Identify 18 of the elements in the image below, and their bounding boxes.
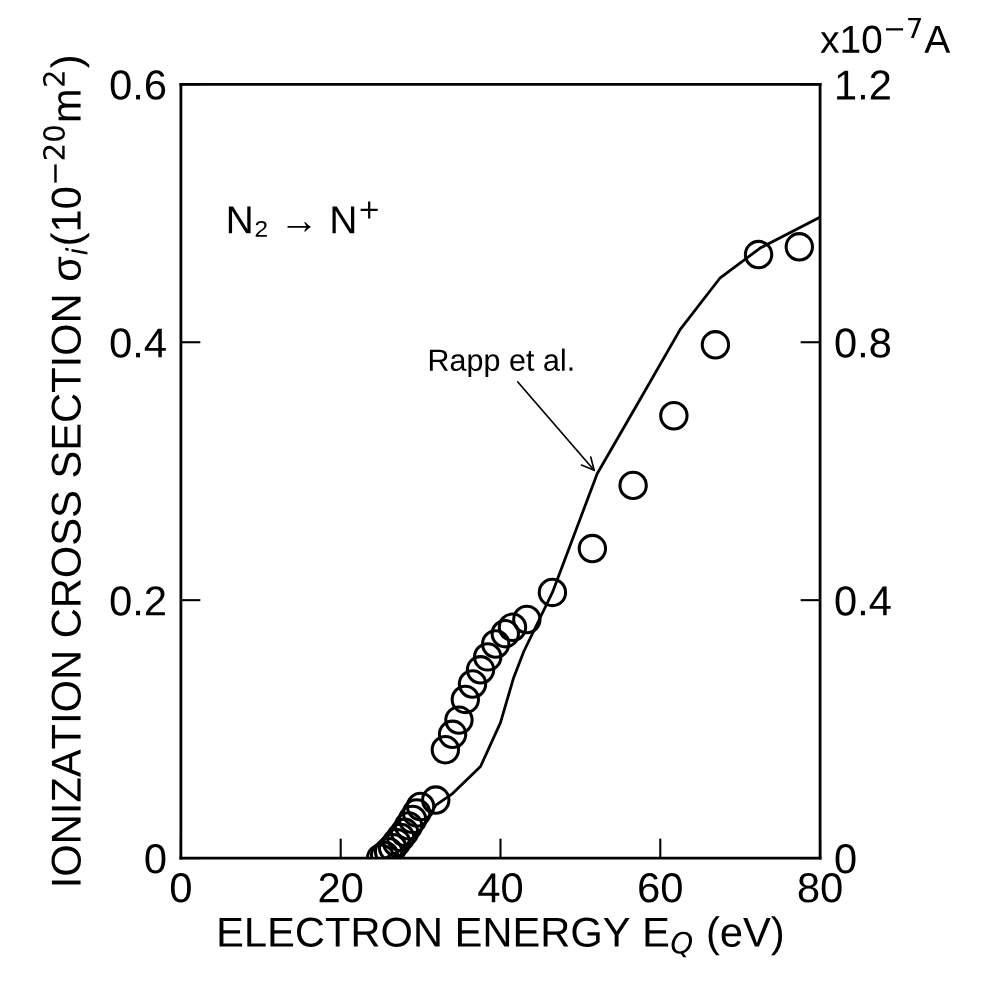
y-tick-label: 0.4 xyxy=(110,328,166,358)
y-tick-label: 0.2 xyxy=(110,586,165,616)
y2-tick-label: 0.4 xyxy=(835,586,891,616)
y-tick-label: 0.6 xyxy=(110,70,166,100)
annotation: N₂ → N$^{+}$ xyxy=(228,201,378,237)
y2-tick-label: 0 xyxy=(835,844,856,874)
annotation: Rapp et al. xyxy=(429,348,573,378)
x-tick-label: 60 xyxy=(639,873,682,903)
y-axis-title: IONIZATION CROSS SECTION σ$_{i}$(10$^{−20}$m$^{2}$) xyxy=(42,57,90,885)
x-tick-label: 20 xyxy=(319,873,363,903)
y2-tick-label: 1.2 xyxy=(837,70,890,100)
y2-tick-label: 0.8 xyxy=(835,328,891,358)
x-tick-label: 40 xyxy=(478,873,523,903)
x-tick-label: 0 xyxy=(170,873,191,903)
x-axis-title: ELECTRON ENERGY E$_{Q}$ (eV) xyxy=(219,916,783,958)
y2-axis-title: x10$^{−7}$A xyxy=(820,18,951,54)
y-tick-label: 0 xyxy=(145,844,166,874)
x-tick-label: 80 xyxy=(798,873,842,903)
